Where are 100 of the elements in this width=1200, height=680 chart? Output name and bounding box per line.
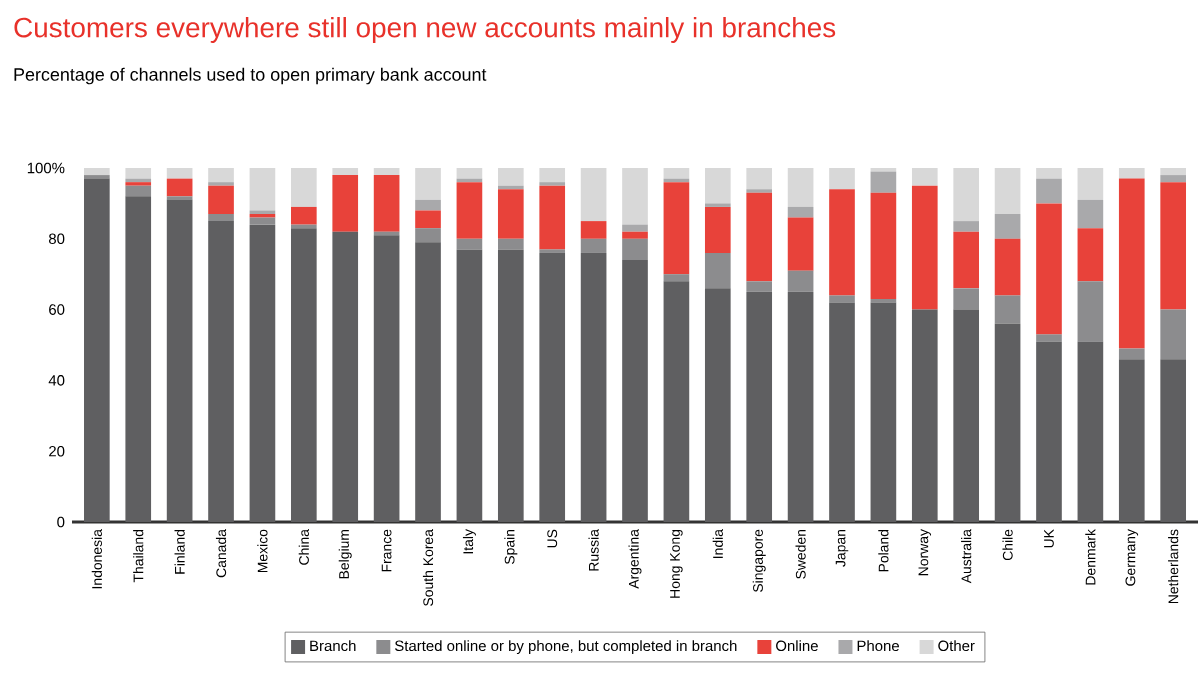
bar xyxy=(787,291,814,522)
bar xyxy=(415,199,441,211)
bar xyxy=(622,260,648,522)
bar xyxy=(125,196,152,522)
bar xyxy=(456,238,483,250)
bar xyxy=(870,171,897,193)
bar xyxy=(704,168,731,204)
chart-title: Customers everywhere still open new accounts mainly in branches xyxy=(14,16,836,43)
bar xyxy=(746,192,773,282)
bar xyxy=(704,206,731,253)
bar xyxy=(622,231,648,239)
bar xyxy=(580,221,607,239)
bar xyxy=(373,235,400,522)
bar xyxy=(1160,175,1187,183)
bar xyxy=(1160,182,1187,310)
bar xyxy=(622,224,648,232)
bar xyxy=(166,168,193,179)
bar xyxy=(1118,359,1145,522)
bar xyxy=(704,288,731,522)
bar xyxy=(456,249,483,522)
bar xyxy=(1036,334,1062,342)
bar xyxy=(290,206,317,225)
bar xyxy=(249,224,276,522)
chart-subtitle: Percentage of channels used to open primary bank account xyxy=(14,67,487,85)
bar xyxy=(208,214,234,222)
bar xyxy=(373,175,400,232)
bar xyxy=(911,185,938,310)
bar xyxy=(539,185,566,250)
bar xyxy=(456,182,483,239)
bar xyxy=(746,291,773,522)
bar xyxy=(1118,178,1145,349)
bar xyxy=(746,281,773,292)
bar xyxy=(539,252,566,522)
bar xyxy=(249,168,276,211)
bar xyxy=(415,228,441,243)
bar xyxy=(1036,178,1062,204)
bar xyxy=(787,206,814,218)
bar xyxy=(1077,281,1104,342)
bar xyxy=(1160,168,1187,176)
bar xyxy=(415,242,441,522)
bar xyxy=(208,221,234,522)
bar xyxy=(1160,309,1187,360)
bar xyxy=(1077,341,1104,522)
bar xyxy=(539,168,566,183)
bar xyxy=(332,231,359,522)
bar xyxy=(1118,168,1145,179)
bar xyxy=(994,214,1021,239)
bar xyxy=(290,228,317,522)
bar xyxy=(829,189,855,296)
bar xyxy=(870,192,897,299)
bar xyxy=(787,168,814,207)
bar xyxy=(332,168,359,176)
bar xyxy=(953,168,980,222)
bar xyxy=(1160,359,1187,522)
bar xyxy=(663,182,690,275)
bar xyxy=(1077,228,1104,282)
bar xyxy=(373,168,400,176)
bar xyxy=(911,168,938,186)
bar xyxy=(497,189,524,239)
bar xyxy=(953,288,980,310)
bar xyxy=(332,175,359,232)
bar xyxy=(953,309,980,522)
bar xyxy=(84,178,110,522)
bar xyxy=(663,168,690,179)
bar xyxy=(415,168,441,200)
bar xyxy=(704,252,731,289)
bar xyxy=(580,168,607,222)
bar xyxy=(787,270,814,292)
bar xyxy=(911,309,938,522)
bar xyxy=(622,238,648,261)
bar xyxy=(994,238,1021,296)
bar xyxy=(994,323,1021,522)
bar xyxy=(208,185,234,215)
bar xyxy=(1036,168,1062,179)
bar xyxy=(290,168,317,207)
bar xyxy=(1118,348,1145,360)
bar xyxy=(1036,341,1062,522)
bar xyxy=(994,295,1021,324)
bar xyxy=(829,168,855,190)
bar xyxy=(580,238,607,253)
bar xyxy=(84,168,110,176)
bar xyxy=(580,252,607,522)
bar xyxy=(1077,199,1104,229)
bar xyxy=(663,281,690,522)
bar xyxy=(787,217,814,271)
bar xyxy=(663,274,690,282)
bar xyxy=(166,199,193,522)
bar xyxy=(953,231,980,289)
bar xyxy=(870,302,897,522)
bar xyxy=(125,168,152,179)
bar xyxy=(994,168,1021,215)
bar xyxy=(166,178,193,197)
bar xyxy=(497,249,524,522)
bar xyxy=(456,168,483,179)
bar xyxy=(1036,203,1062,335)
bar xyxy=(415,210,441,229)
bar xyxy=(497,238,524,250)
bar xyxy=(829,302,855,522)
bar xyxy=(208,168,234,183)
bar xyxy=(125,185,152,197)
